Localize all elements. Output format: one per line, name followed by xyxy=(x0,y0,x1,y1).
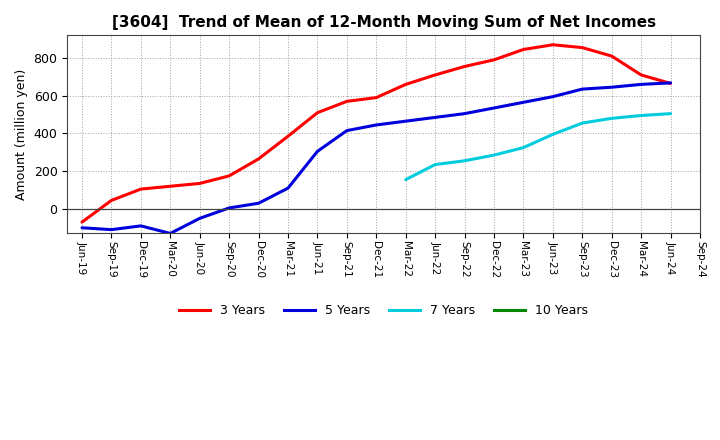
Title: [3604]  Trend of Mean of 12-Month Moving Sum of Net Incomes: [3604] Trend of Mean of 12-Month Moving … xyxy=(112,15,656,30)
Legend: 3 Years, 5 Years, 7 Years, 10 Years: 3 Years, 5 Years, 7 Years, 10 Years xyxy=(174,299,593,322)
Y-axis label: Amount (million yen): Amount (million yen) xyxy=(15,69,28,200)
